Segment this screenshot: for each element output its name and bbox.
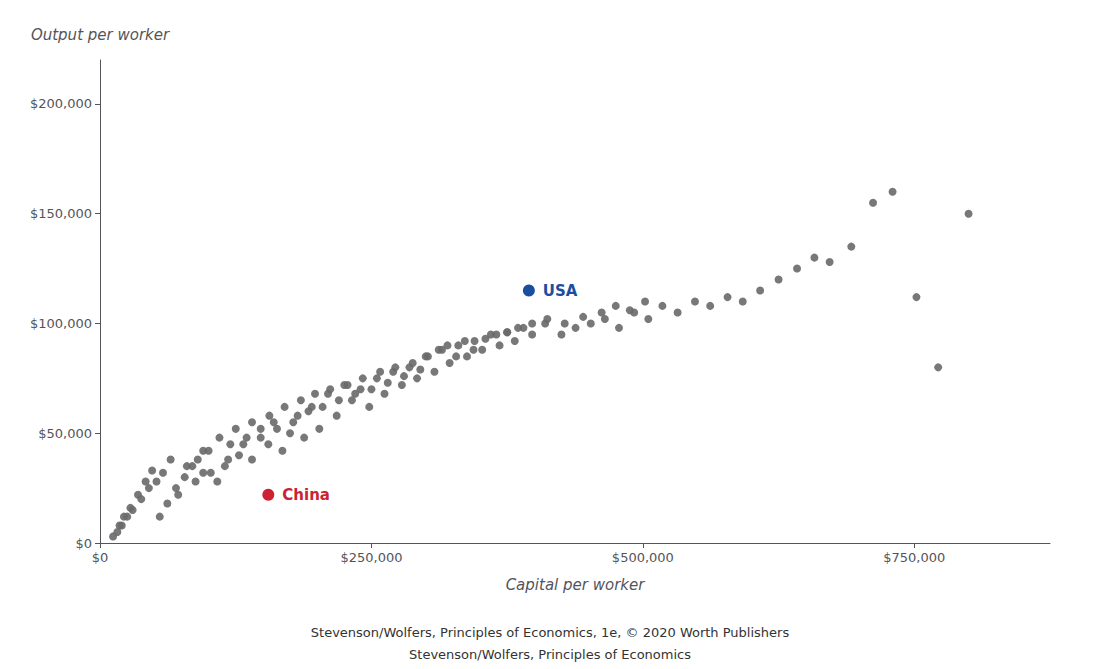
- svg-text:$100,000: $100,000: [30, 316, 92, 331]
- svg-text:Capital per worker: Capital per worker: [506, 576, 646, 594]
- svg-text:$50,000: $50,000: [38, 426, 92, 441]
- svg-text:Stevenson/Wolfers, Principles: Stevenson/Wolfers, Principles of Economi…: [409, 647, 691, 662]
- svg-text:Stevenson/Wolfers, Principles: Stevenson/Wolfers, Principles of Economi…: [311, 625, 790, 640]
- svg-text:$0: $0: [92, 550, 109, 565]
- svg-text:Output per worker: Output per worker: [31, 26, 170, 44]
- svg-text:China: China: [282, 486, 330, 504]
- svg-text:$750,000: $750,000: [883, 550, 945, 565]
- svg-text:$200,000: $200,000: [30, 96, 92, 111]
- svg-text:$500,000: $500,000: [612, 550, 674, 565]
- svg-text:$150,000: $150,000: [30, 206, 92, 221]
- svg-text:$250,000: $250,000: [340, 550, 402, 565]
- svg-text:USA: USA: [543, 282, 578, 300]
- svg-text:$0: $0: [75, 536, 92, 551]
